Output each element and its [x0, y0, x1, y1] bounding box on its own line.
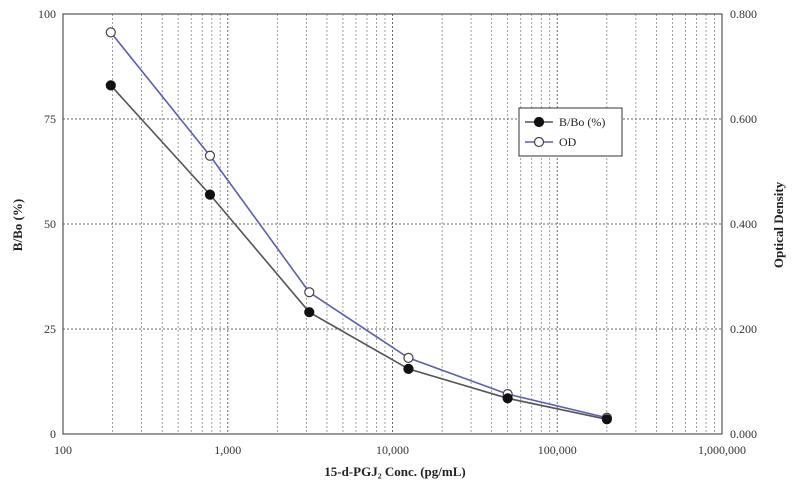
x-axis-title: 15-d-PGJ₂ Conc. (pg/mL): [324, 464, 465, 479]
left-tick-label: 0: [50, 427, 56, 441]
right-tick-label: 0.800: [730, 7, 757, 21]
data-point: [403, 363, 414, 374]
data-point: [204, 189, 216, 200]
data-point: [204, 150, 216, 161]
legend-marker: [533, 116, 545, 128]
right-tick-label: 0.600: [730, 112, 757, 126]
x-axis-ticks: 100 1,000 10,000 100,000 1,000,000: [54, 443, 746, 457]
series-line: [110, 31, 608, 419]
left-tick-label: 25: [44, 322, 56, 336]
left-tick-label: 75: [44, 112, 56, 126]
data-point: [502, 393, 513, 404]
right-tick-label: 0.200: [730, 322, 757, 336]
legend-box: [518, 107, 623, 157]
data-point: [304, 287, 315, 298]
data-point: [105, 80, 116, 91]
data-point: [601, 414, 612, 425]
right-tick-label: 0.000: [730, 427, 757, 441]
right-axis-ticks: 0.000 0.200 0.400 0.600 0.800: [730, 7, 757, 441]
x-tick-label: 10,000: [376, 443, 409, 457]
left-axis-title: B/Bo (%): [10, 199, 25, 251]
legend-label: OD: [559, 135, 577, 149]
data-point: [403, 352, 414, 363]
grid: [63, 14, 722, 434]
plot-frame: [62, 13, 723, 435]
data-point: [105, 27, 116, 38]
x-tick-label: 1,000,000: [698, 443, 746, 457]
right-tick-label: 0.400: [730, 217, 757, 231]
right-axis-title: Optical Density: [771, 181, 786, 268]
legend-label: B/Bo (%): [559, 115, 605, 129]
legend-marker: [533, 136, 545, 148]
x-tick-label: 100,000: [538, 443, 577, 457]
legend: B/Bo (%) OD: [518, 107, 623, 157]
left-axis-ticks: 0 25 50 75 100: [38, 7, 56, 441]
series-line: [110, 84, 608, 421]
x-tick-label: 1,000: [214, 443, 241, 457]
left-tick-label: 100: [38, 7, 56, 21]
data-point: [304, 307, 315, 318]
left-tick-label: 50: [44, 217, 56, 231]
series-layer: [105, 27, 612, 425]
x-tick-label: 100: [54, 443, 72, 457]
